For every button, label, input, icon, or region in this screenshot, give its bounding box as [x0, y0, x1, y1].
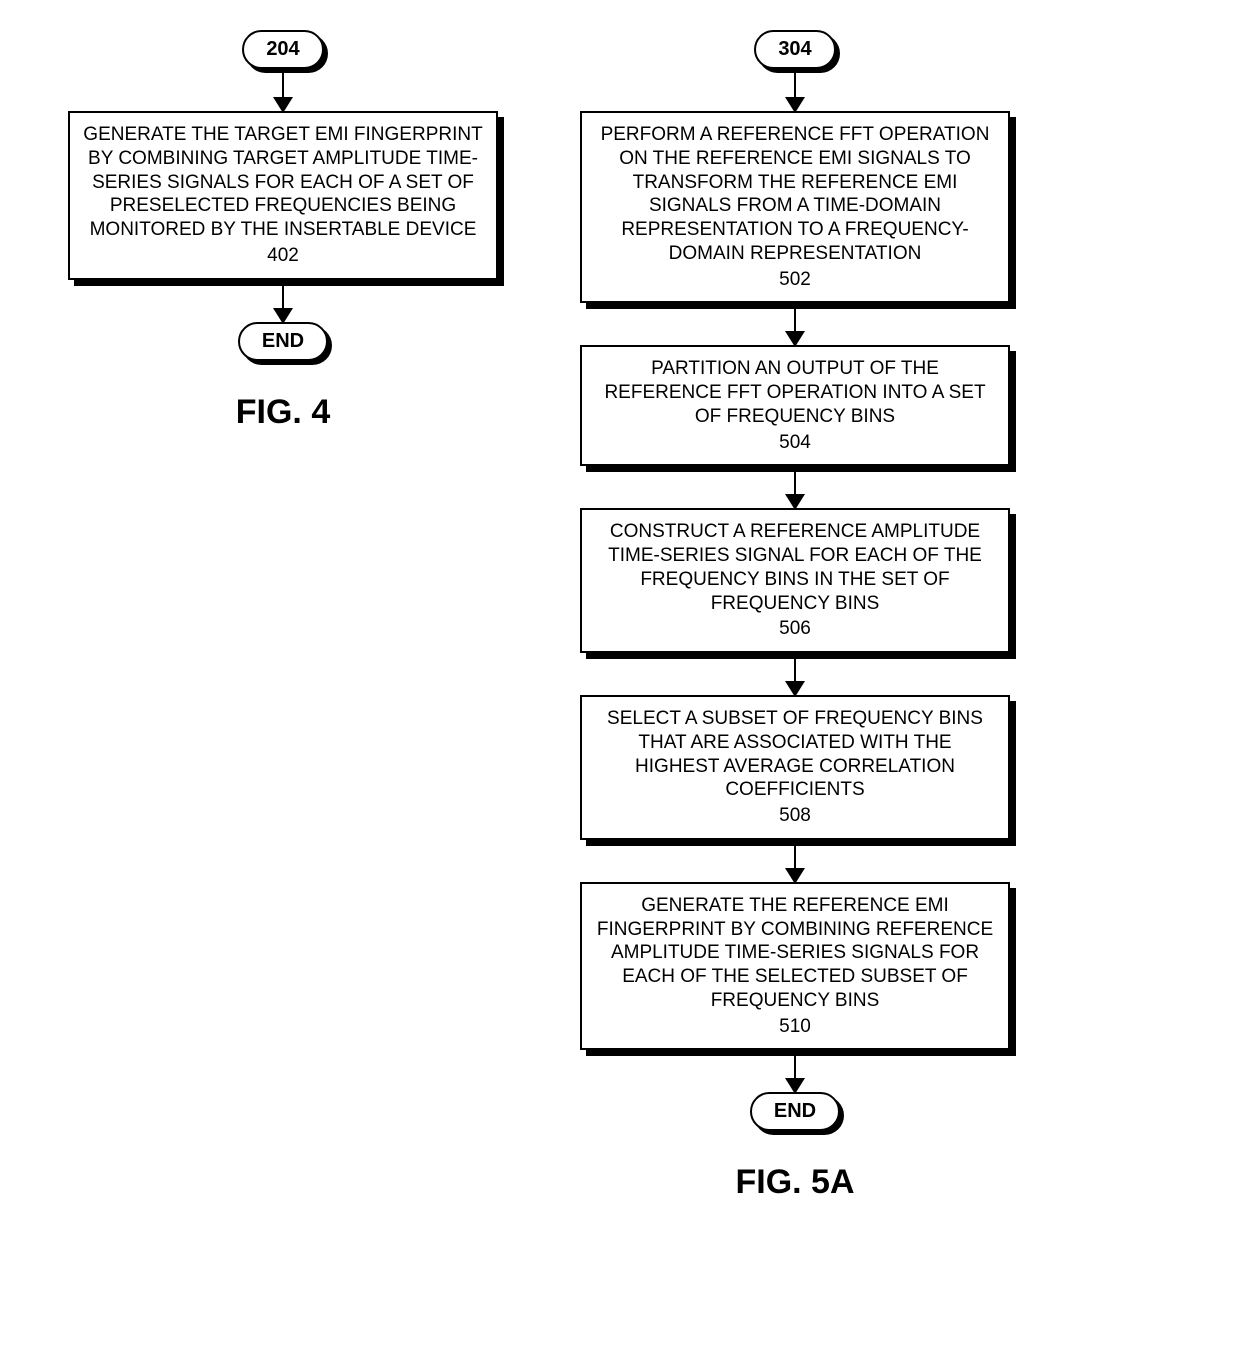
- fig5a-step-510: GENERATE THE REFERENCE EMI FINGERPRINT B…: [580, 882, 1010, 1051]
- figure-5a-label: FIG. 5A: [580, 1163, 1010, 1202]
- fig4-step-402: GENERATE THE TARGET EMI FINGERPRINT BY C…: [68, 111, 498, 280]
- fig5a-end-label: END: [774, 1100, 816, 1122]
- fig4-end-label: END: [262, 330, 304, 352]
- fig4-start-label: 204: [266, 38, 299, 60]
- fig4-start-terminator: 204: [242, 30, 323, 69]
- figure-4-flowchart: 204 GENERATE THE TARGET EMI FINGERPRINT …: [68, 30, 498, 432]
- fig5a-end-terminator: END: [750, 1092, 840, 1131]
- fig5a-step-508-num: 508: [594, 804, 996, 828]
- arrow-down-icon: [580, 69, 1010, 111]
- fig5a-step-510-text: GENERATE THE REFERENCE EMI FINGERPRINT B…: [597, 895, 993, 1011]
- arrow-down-icon: [580, 653, 1010, 695]
- arrow-down-icon: [68, 69, 498, 111]
- fig5a-step-506-num: 506: [594, 617, 996, 641]
- fig4-step-402-num: 402: [82, 244, 484, 268]
- fig5a-step-508-text: SELECT A SUBSET OF FREQUENCY BINS THAT A…: [607, 708, 983, 800]
- fig4-end-terminator: END: [238, 322, 328, 361]
- arrow-down-icon: [580, 466, 1010, 508]
- fig4-step-402-text: GENERATE THE TARGET EMI FINGERPRINT BY C…: [83, 124, 482, 240]
- fig5a-step-510-num: 510: [594, 1015, 996, 1039]
- arrow-down-icon: [580, 303, 1010, 345]
- fig5a-step-502-text: PERFORM A REFERENCE FFT OPERATION ON THE…: [601, 124, 990, 264]
- fig5a-step-504: PARTITION AN OUTPUT OF THE REFERENCE FFT…: [580, 345, 1010, 466]
- arrow-down-icon: [68, 280, 498, 322]
- fig5a-start-terminator: 304: [754, 30, 835, 69]
- fig5a-step-502: PERFORM A REFERENCE FFT OPERATION ON THE…: [580, 111, 1010, 303]
- fig5a-step-508: SELECT A SUBSET OF FREQUENCY BINS THAT A…: [580, 695, 1010, 840]
- fig5a-step-506: CONSTRUCT A REFERENCE AMPLITUDE TIME-SER…: [580, 508, 1010, 653]
- arrow-down-icon: [580, 1050, 1010, 1092]
- figure-4-label: FIG. 4: [68, 393, 498, 432]
- figure-5a-flowchart: 304 PERFORM A REFERENCE FFT OPERATION ON…: [580, 30, 1010, 1202]
- arrow-down-icon: [580, 840, 1010, 882]
- fig5a-start-label: 304: [778, 38, 811, 60]
- fig5a-step-506-text: CONSTRUCT A REFERENCE AMPLITUDE TIME-SER…: [608, 521, 982, 613]
- fig5a-step-504-num: 504: [594, 431, 996, 455]
- fig5a-step-504-text: PARTITION AN OUTPUT OF THE REFERENCE FFT…: [604, 358, 985, 427]
- fig5a-step-502-num: 502: [594, 268, 996, 292]
